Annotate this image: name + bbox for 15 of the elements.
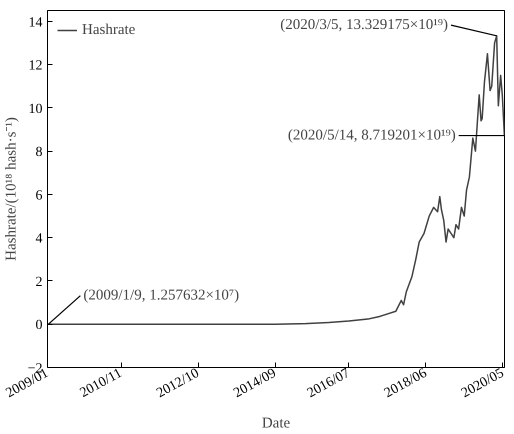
y-tick-label: 6 <box>36 188 42 204</box>
annotation: (2020/5/14, 8.719201×10¹⁹) <box>288 128 456 144</box>
line-series <box>48 35 504 325</box>
annotation: (2020/3/5, 13.329175×10¹⁹) <box>280 17 448 34</box>
annotation: (2009/1/9, 1.257632×10⁷) <box>83 288 240 304</box>
y-tick-label: 10 <box>28 102 42 117</box>
legend-label: Hashrate <box>82 22 136 38</box>
y-axis-title: Hashrate/(10¹⁸ hash·s⁻¹) <box>4 117 20 261</box>
y-tick-label: 14 <box>28 15 42 30</box>
y-tick-label: 4 <box>36 232 42 247</box>
y-tick-label: 8 <box>36 145 42 160</box>
x-axis-title: Date <box>262 416 290 432</box>
y-tick-label: 0 <box>36 318 42 334</box>
y-tick-label: 12 <box>28 58 42 74</box>
y-tick-label: 2 <box>36 274 42 290</box>
